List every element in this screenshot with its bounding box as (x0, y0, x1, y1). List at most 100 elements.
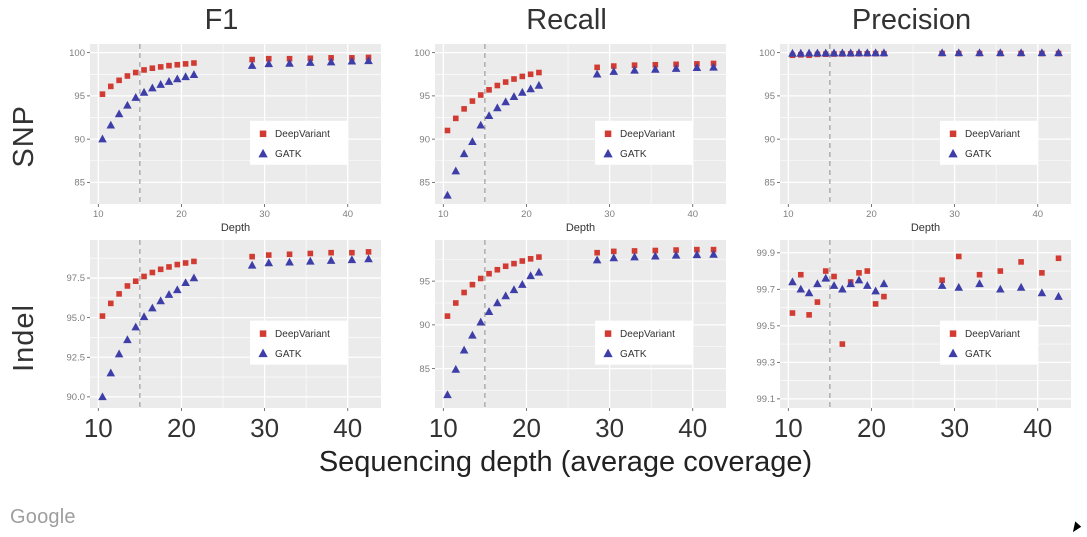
row-label-indel: Indel (2, 234, 46, 442)
cursor-artifact (1072, 521, 1083, 534)
series-deepvariant-points (444, 246, 717, 319)
svg-text:40: 40 (342, 209, 353, 220)
chart-snp-f1-svg: 10 20 30 40 85 90 95 100 Depth DeepVariant GATK (69, 44, 381, 234)
svg-text:20: 20 (857, 413, 886, 442)
legend: DeepVariant GATK (595, 320, 694, 365)
row-label-snp: SNP (2, 38, 46, 234)
svg-text:40: 40 (1032, 209, 1043, 220)
series-gatk-points (788, 273, 1063, 300)
chart-indel-f1: 10 20 30 40 90.0 92.5 95.0 97.5 DeepVariant GATK (52, 234, 391, 442)
svg-text:DeepVariant: DeepVariant (620, 129, 675, 140)
svg-text:92.5: 92.5 (67, 352, 86, 363)
svg-text:DeepVariant: DeepVariant (620, 329, 675, 340)
svg-text:90: 90 (764, 134, 775, 145)
chart-indel-recall: 10 20 30 40 85 90 95 DeepVariant GATK (397, 234, 736, 442)
svg-text:99.3: 99.3 (757, 358, 776, 369)
svg-text:90.0: 90.0 (67, 392, 86, 403)
svg-text:GATK: GATK (965, 149, 992, 160)
shared-x-axis-label: Sequencing depth (average coverage) (318, 446, 813, 478)
row-label-snp-text: SNP (7, 104, 40, 168)
google-logo: Google (10, 506, 76, 528)
svg-text:20: 20 (866, 209, 877, 220)
svg-text:95: 95 (419, 276, 430, 287)
chart-indel-precision-svg: 10 20 30 40 99.1 99.3 99.5 99.7 99.9 DeepVariant G… (757, 240, 1071, 442)
svg-text:90: 90 (419, 134, 430, 145)
row-label-indel-text: Indel (7, 304, 40, 372)
svg-text:85: 85 (764, 178, 775, 189)
legend: DeepVariant GATK (940, 320, 1039, 365)
svg-text:85: 85 (419, 364, 430, 375)
svg-text:99.1: 99.1 (757, 394, 776, 405)
svg-text:20: 20 (521, 209, 532, 220)
svg-text:Depth: Depth (566, 222, 595, 234)
chart-indel-precision: 10 20 30 40 99.1 99.3 99.5 99.7 99.9 DeepVariant G… (742, 234, 1081, 442)
svg-text:30: 30 (595, 413, 624, 442)
chart-snp-f1: 10 20 30 40 85 90 95 100 Depth DeepVariant GATK (52, 38, 391, 234)
svg-text:GATK: GATK (620, 349, 647, 360)
svg-text:DeepVariant: DeepVariant (275, 129, 330, 140)
svg-text:30: 30 (604, 209, 615, 220)
col-title-f1: F1 (204, 4, 239, 36)
svg-text:DeepVariant: DeepVariant (275, 329, 330, 340)
svg-text:Depth: Depth (221, 222, 250, 234)
legend: DeepVariant GATK (250, 320, 349, 365)
chart-indel-recall-svg: 10 20 30 40 85 90 95 DeepVariant GATK (419, 240, 726, 442)
svg-text:85: 85 (419, 178, 430, 189)
corner-spacer (2, 2, 46, 38)
svg-text:90: 90 (419, 320, 430, 331)
chart-snp-precision-svg: 10 20 30 40 85 90 95 100 Depth DeepVariant GATK (759, 44, 1071, 234)
series-gatk-points (788, 48, 1063, 57)
series-gatk-points (98, 56, 373, 143)
svg-text:DeepVariant: DeepVariant (965, 129, 1020, 140)
svg-text:DeepVariant: DeepVariant (965, 329, 1020, 340)
legend: DeepVariant GATK (940, 120, 1039, 165)
svg-text:100: 100 (69, 48, 85, 59)
svg-text:99.7: 99.7 (757, 285, 776, 296)
svg-text:Depth: Depth (911, 222, 940, 234)
series-gatk-points (98, 254, 373, 401)
svg-text:30: 30 (940, 413, 969, 442)
svg-text:30: 30 (250, 413, 279, 442)
svg-text:30: 30 (949, 209, 960, 220)
svg-text:10: 10 (783, 209, 794, 220)
series-gatk-points (443, 62, 718, 199)
svg-text:30: 30 (259, 209, 270, 220)
svg-text:100: 100 (414, 48, 430, 59)
chart-snp-precision: 10 20 30 40 85 90 95 100 Depth DeepVariant GATK (742, 38, 1081, 234)
figure-grid: F1 Recall Precision SNP 10 20 30 40 85 90 95 10… (2, 2, 1081, 442)
svg-text:10: 10 (84, 413, 113, 442)
col-title-precision: Precision (851, 4, 972, 36)
svg-text:10: 10 (429, 413, 458, 442)
col-title-recall: Recall (526, 4, 607, 36)
svg-text:97.5: 97.5 (67, 273, 86, 284)
series-gatk-points (443, 249, 718, 399)
svg-text:95: 95 (74, 91, 85, 102)
svg-text:GATK: GATK (620, 149, 647, 160)
svg-text:GATK: GATK (275, 349, 302, 360)
svg-text:95: 95 (419, 91, 430, 102)
svg-text:40: 40 (678, 413, 707, 442)
svg-text:85: 85 (74, 178, 85, 189)
svg-text:10: 10 (774, 413, 803, 442)
svg-text:GATK: GATK (965, 349, 992, 360)
svg-text:99.9: 99.9 (757, 248, 776, 259)
svg-text:95: 95 (764, 91, 775, 102)
svg-text:20: 20 (512, 413, 541, 442)
series-deepvariant-points (99, 249, 372, 319)
svg-text:99.5: 99.5 (757, 321, 776, 332)
svg-text:GATK: GATK (275, 149, 302, 160)
svg-text:95.0: 95.0 (67, 313, 86, 324)
svg-text:10: 10 (93, 209, 104, 220)
svg-text:20: 20 (176, 209, 187, 220)
legend: DeepVariant GATK (595, 120, 694, 165)
chart-snp-recall: 10 20 30 40 85 90 95 100 Depth DeepVariant GATK (397, 38, 736, 234)
svg-text:40: 40 (1023, 413, 1052, 442)
svg-text:10: 10 (438, 209, 449, 220)
svg-text:90: 90 (74, 134, 85, 145)
svg-text:100: 100 (759, 48, 775, 59)
legend: DeepVariant GATK (250, 120, 349, 165)
svg-text:40: 40 (687, 209, 698, 220)
chart-snp-recall-svg: 10 20 30 40 85 90 95 100 Depth DeepVariant GATK (414, 44, 726, 234)
svg-text:20: 20 (167, 413, 196, 442)
chart-indel-f1-svg: 10 20 30 40 90.0 92.5 95.0 97.5 DeepVariant GATK (67, 240, 381, 442)
